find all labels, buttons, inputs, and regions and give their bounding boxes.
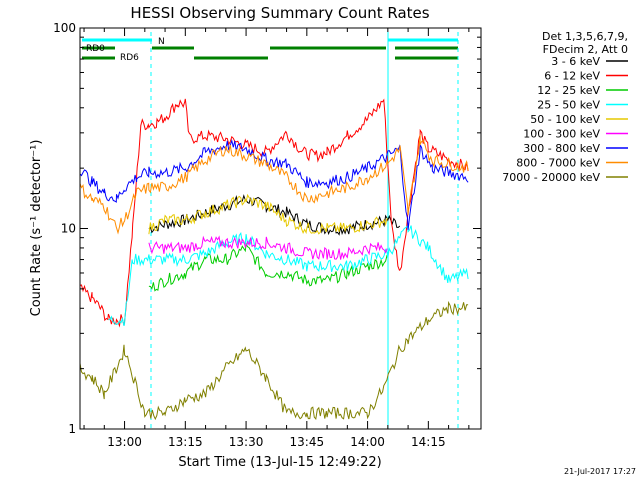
x-tick-label: 13:45 bbox=[290, 435, 325, 449]
series-line bbox=[148, 242, 388, 292]
legend-header: Det 1,3,5,6,7,9, bbox=[542, 30, 628, 43]
x-tick-label: 14:15 bbox=[411, 435, 446, 449]
plot-frame bbox=[79, 27, 482, 430]
legend-label: 300 - 800 keV bbox=[523, 142, 600, 155]
series-line bbox=[80, 134, 469, 235]
y-tick-label: 1 bbox=[68, 422, 76, 436]
legend-label: 12 - 25 keV bbox=[537, 84, 600, 97]
legend-label: 3 - 6 keV bbox=[551, 55, 600, 68]
legend-label: 800 - 7000 keV bbox=[516, 157, 600, 170]
x-tick-label: 13:30 bbox=[229, 435, 264, 449]
series-line bbox=[108, 225, 469, 327]
x-axis-label: Start Time (13-Jul-15 12:49:22) bbox=[178, 455, 381, 470]
y-tick-label: 100 bbox=[53, 21, 76, 35]
x-tick-label: 14:00 bbox=[350, 435, 385, 449]
y-axis-label: Count Rate (s⁻¹ detector⁻¹) bbox=[29, 140, 44, 317]
flag-label: RD0 bbox=[86, 44, 105, 54]
series-line bbox=[80, 98, 469, 328]
x-axis: 13:00 13:15 13:30 13:45 14:00 14:15 bbox=[83, 28, 470, 449]
y-axis: 1 10 100 bbox=[53, 21, 481, 436]
series-line bbox=[148, 193, 388, 235]
flag-label: RD6 bbox=[120, 53, 139, 63]
legend: Det 1,3,5,6,7,9,FDecim 2, Att 03 - 6 keV… bbox=[502, 30, 628, 184]
x-tick-label: 13:15 bbox=[168, 435, 203, 449]
series-line bbox=[80, 139, 469, 231]
footer-timestamp: 21-Jul-2017 17:27 bbox=[564, 467, 636, 476]
legend-header: FDecim 2, Att 0 bbox=[543, 43, 628, 56]
series-line bbox=[148, 194, 401, 236]
chart-title: HESSI Observing Summary Count Rates bbox=[130, 4, 429, 22]
series-line bbox=[80, 300, 469, 421]
series-layer bbox=[80, 98, 469, 421]
y-tick-label: 10 bbox=[61, 222, 76, 236]
legend-label: 7000 - 20000 keV bbox=[502, 171, 600, 184]
x-tick-label: 13:00 bbox=[107, 435, 142, 449]
flag-bars: RD0 RD6 N bbox=[82, 32, 459, 429]
flag-label: N bbox=[158, 37, 165, 47]
legend-label: 100 - 300 keV bbox=[523, 128, 600, 141]
legend-label: 6 - 12 keV bbox=[544, 70, 600, 83]
legend-label: 50 - 100 keV bbox=[530, 113, 600, 126]
legend-label: 25 - 50 keV bbox=[537, 99, 600, 112]
series-line bbox=[148, 235, 388, 260]
